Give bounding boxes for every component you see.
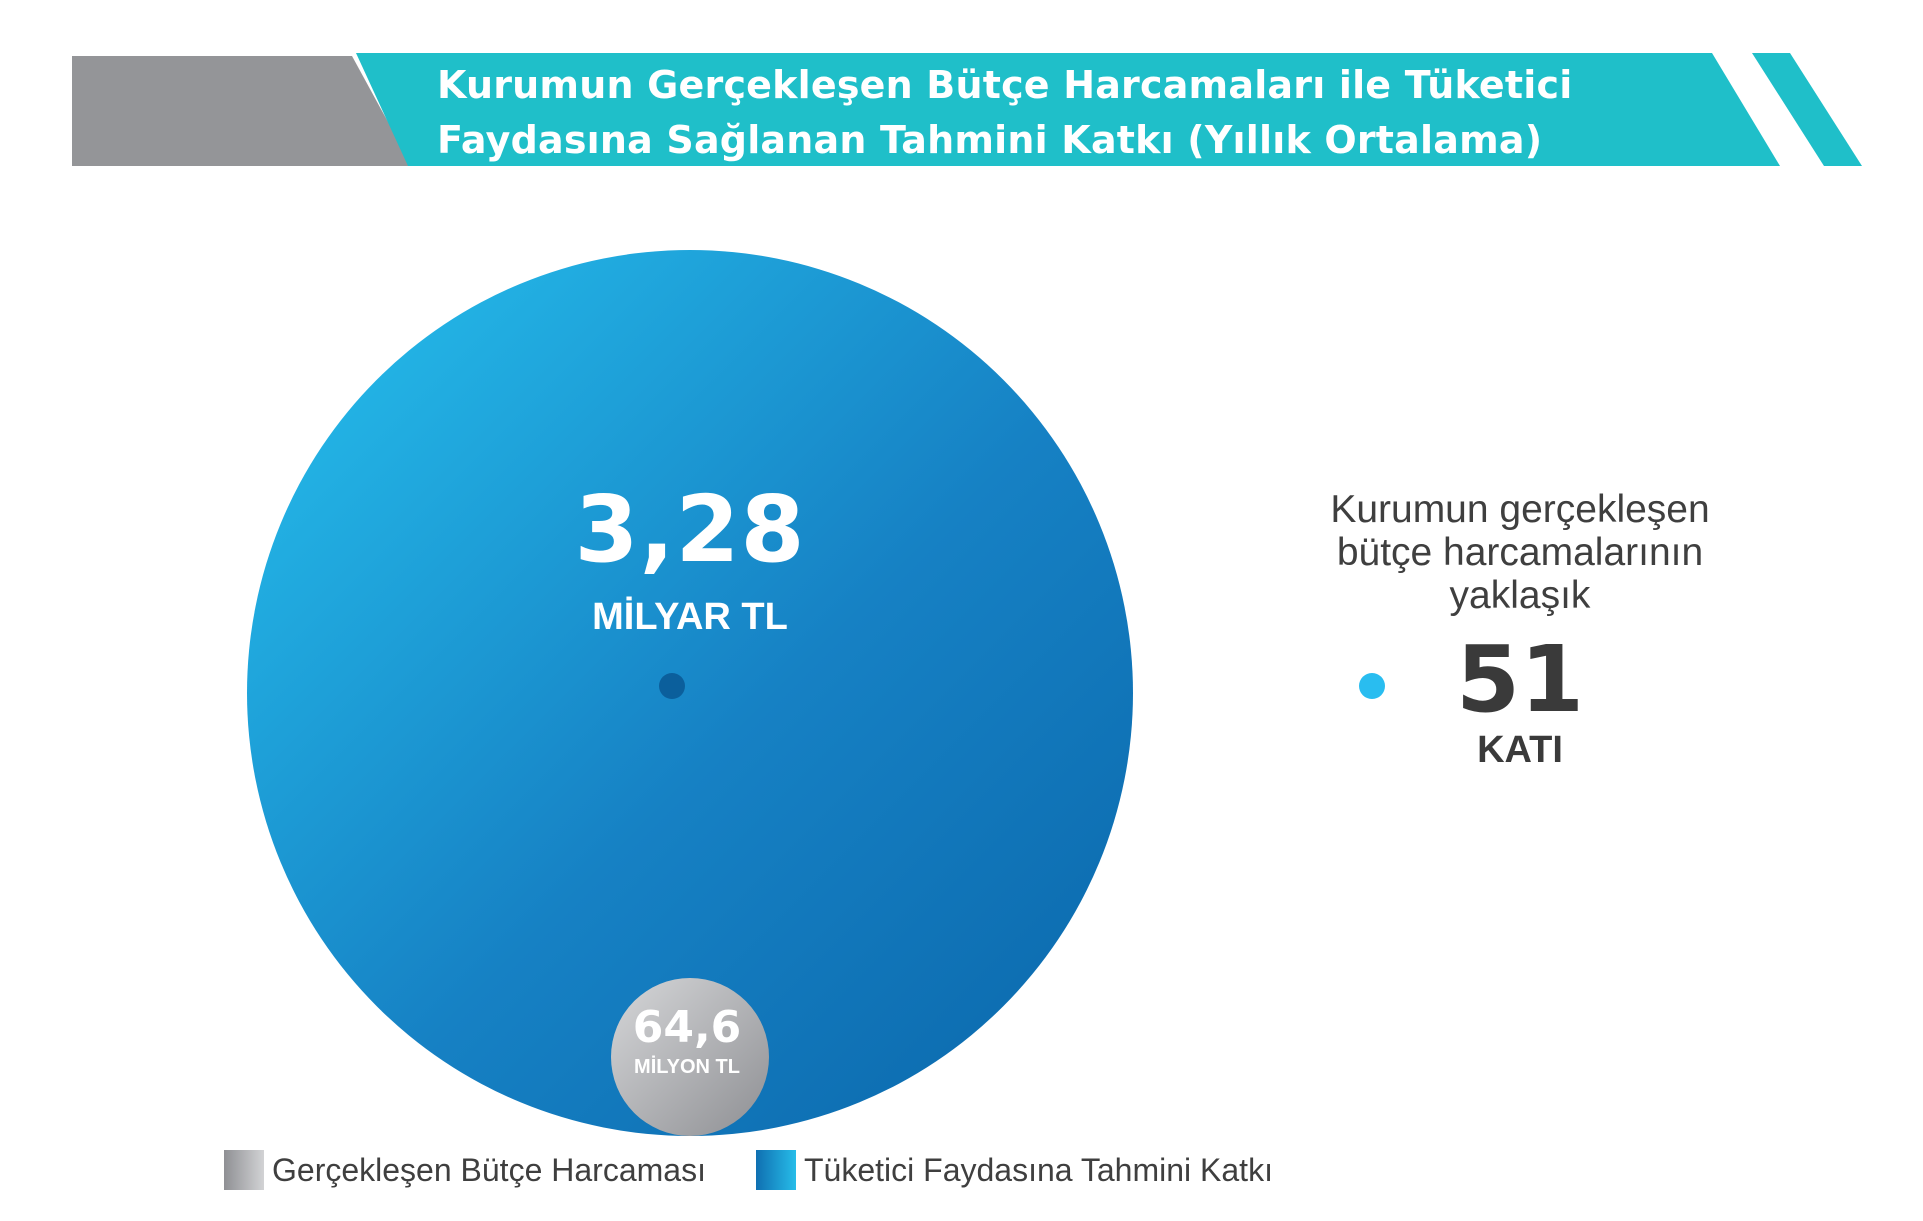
banner-teal-block bbox=[356, 53, 1780, 166]
bubble-budget-spending bbox=[611, 978, 769, 1136]
ratio-description: Kurumun gerçekleşen bütçe harcamalarının… bbox=[1260, 488, 1780, 617]
legend-label-budget: Gerçekleşen Bütçe Harcaması bbox=[272, 1152, 706, 1188]
legend-swatch-blue bbox=[756, 1150, 796, 1190]
connector-dot-start bbox=[659, 673, 685, 699]
bubble-consumer-benefit bbox=[247, 250, 1133, 1136]
ratio-unit: KATI bbox=[1477, 729, 1563, 771]
title-banner bbox=[72, 53, 1862, 166]
small-bubble-unit: MİLYON TL bbox=[634, 1056, 740, 1078]
connector-dot-end bbox=[1359, 673, 1385, 699]
banner-teal-stripe bbox=[1752, 53, 1862, 166]
ratio-value: 51 bbox=[1455, 626, 1585, 733]
legend-swatch-grey bbox=[224, 1150, 264, 1190]
page-title: Kurumun Gerçekleşen Bütçe Harcamaları il… bbox=[437, 58, 1637, 168]
ratio-description-line-1: Kurumun gerçekleşen bbox=[1330, 488, 1710, 531]
legend-label-consumer: Tüketici Faydasına Tahmini Katkı bbox=[804, 1152, 1273, 1188]
ratio-description-line-3: yaklaşık bbox=[1449, 574, 1591, 617]
small-bubble-value: 64,6 bbox=[632, 1002, 742, 1053]
big-bubble-unit: MİLYAR TL bbox=[592, 596, 788, 638]
title-line-2: Faydasına Sağlanan Tahmini Katkı (Yıllık… bbox=[437, 118, 1543, 162]
banner-grey-block bbox=[72, 56, 412, 166]
ratio-description-line-2: bütçe harcamalarının bbox=[1336, 531, 1704, 574]
big-bubble-value: 3,28 bbox=[574, 476, 806, 583]
title-line-1: Kurumun Gerçekleşen Bütçe Harcamaları il… bbox=[437, 63, 1573, 107]
